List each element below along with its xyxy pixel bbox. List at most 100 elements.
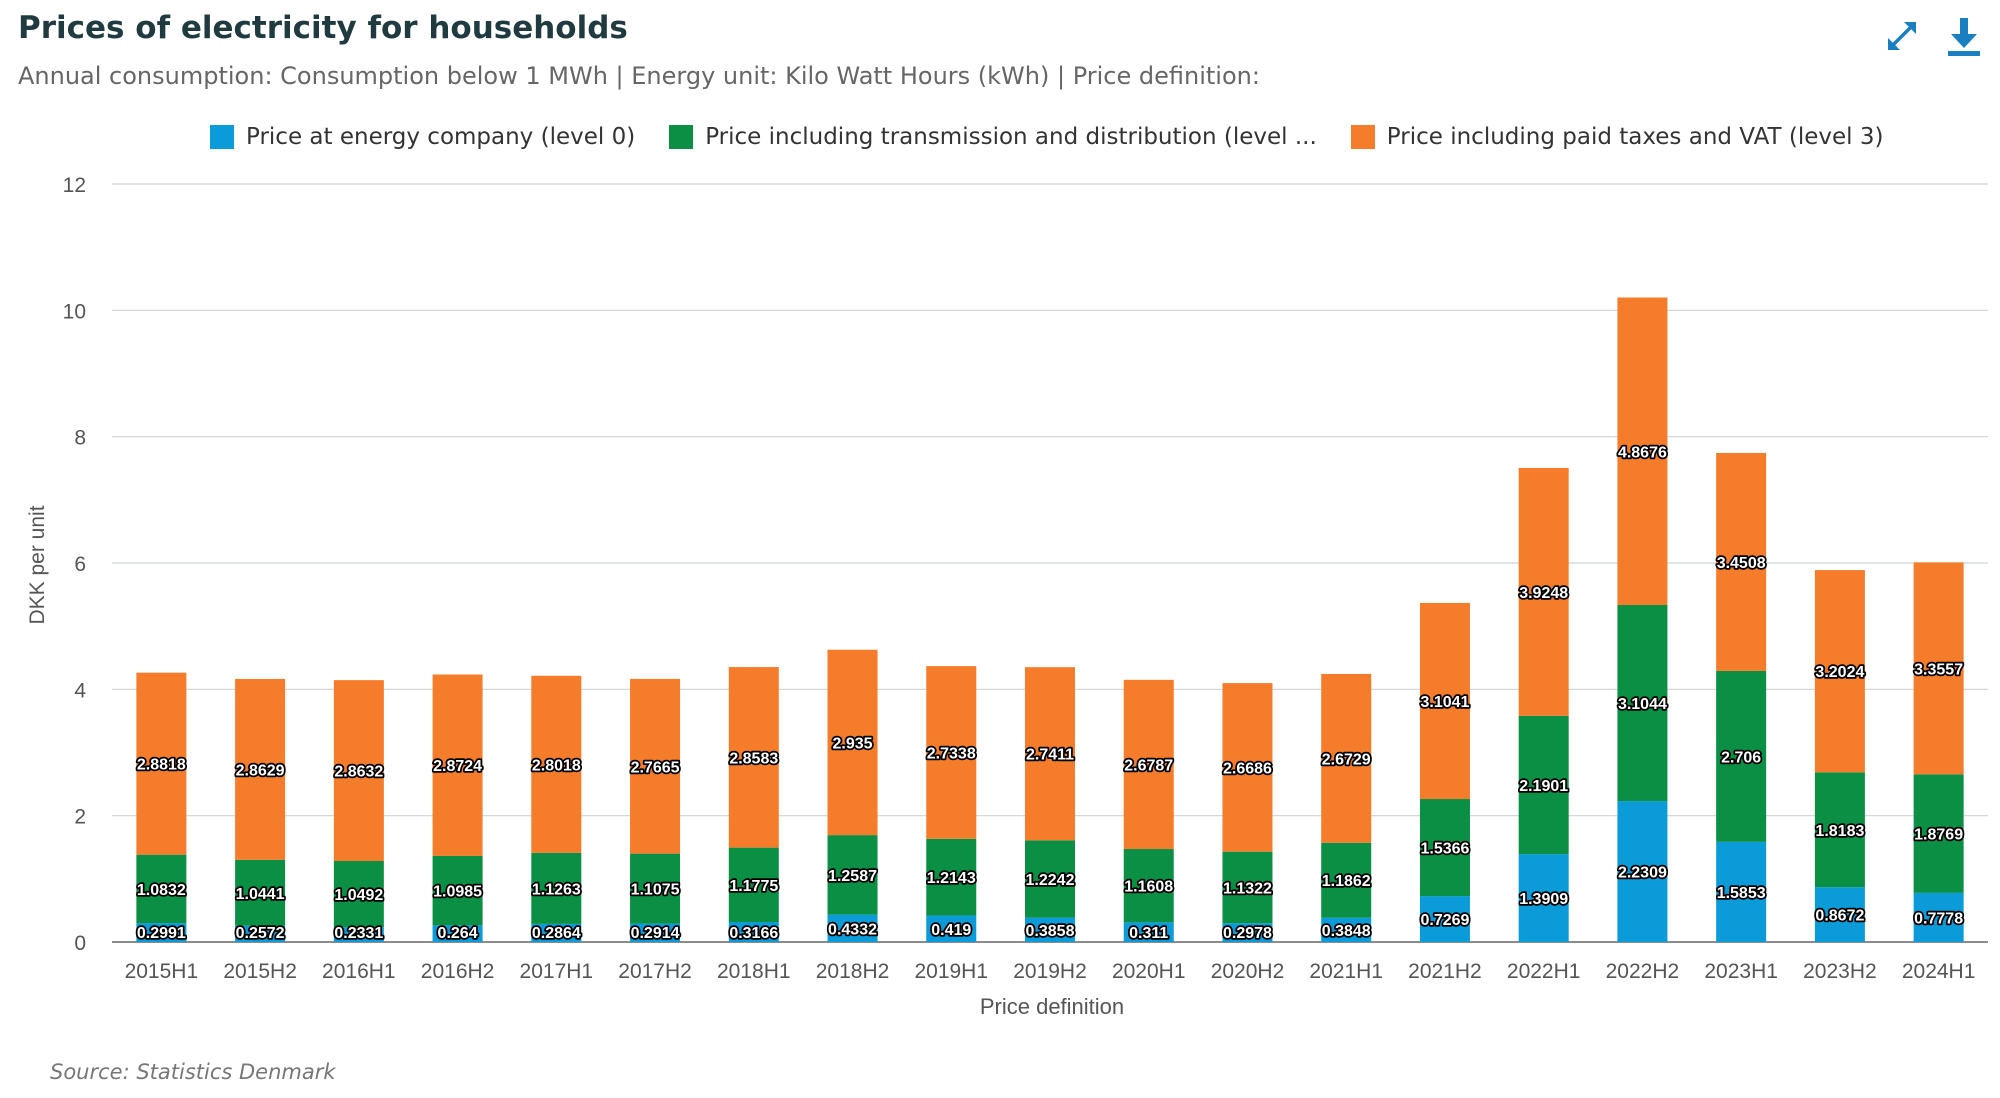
data-label: 3.1044 — [1618, 696, 1667, 713]
bar-segment[interactable] — [531, 675, 582, 853]
stacked-bar-chart: 0 2 4 6 8 10 12 0.2991 1.0832 2.8818 0.2572 1.0441… — [26, 174, 1988, 1019]
x-tick-label: 2023H2 — [1803, 960, 1877, 983]
bar-segment[interactable] — [728, 667, 779, 848]
bar-segment[interactable] — [1123, 922, 1174, 942]
bar-segment[interactable] — [1025, 667, 1075, 841]
bar-segment[interactable] — [1814, 570, 1865, 773]
bar-segment[interactable] — [531, 852, 582, 924]
y-axis-ticks: 0 2 4 6 8 10 12 — [63, 174, 87, 955]
bar-segment[interactable] — [827, 914, 878, 942]
bar-segment[interactable] — [728, 847, 779, 923]
bar-segment[interactable] — [1419, 799, 1470, 897]
bar-segment[interactable] — [136, 672, 187, 855]
data-label: 1.1775 — [729, 878, 778, 895]
bar-segment[interactable] — [1518, 854, 1569, 942]
bar-segment[interactable] — [1913, 774, 1964, 893]
bar-segment[interactable] — [1716, 841, 1767, 942]
legend-item-transmission[interactable]: Price including transmission and distrib… — [669, 124, 1317, 150]
data-label: 0.7778 — [1914, 910, 1963, 927]
data-label: 2.8629 — [236, 762, 285, 779]
bar-segment[interactable] — [1617, 604, 1668, 802]
bar-segment[interactable] — [926, 666, 977, 839]
data-labels: 0.2991 1.0832 2.8818 0.2572 1.0441 2.8629 0.23… — [135, 443, 1965, 944]
data-label: 2.1901 — [1519, 778, 1568, 795]
bar-segment[interactable] — [1123, 849, 1174, 923]
data-label: 2.6729 — [1322, 751, 1371, 768]
bar-segment[interactable] — [1814, 772, 1865, 888]
bars — [136, 297, 1964, 942]
y-tick-label: 0 — [74, 932, 86, 955]
data-label: 1.2587 — [828, 868, 877, 885]
bar-segment[interactable] — [1123, 679, 1174, 850]
download-icon[interactable] — [1942, 14, 1986, 58]
bar-segment[interactable] — [1716, 452, 1767, 671]
data-label: 2.8724 — [433, 758, 482, 775]
data-label: 3.3557 — [1914, 661, 1963, 678]
data-label: 1.0985 — [433, 884, 482, 901]
bar-segment[interactable] — [235, 678, 286, 860]
bar-segment[interactable] — [333, 861, 384, 928]
legend-item-taxes[interactable]: Price including paid taxes and VAT (leve… — [1350, 124, 1883, 150]
bar-segment[interactable] — [1716, 670, 1767, 842]
bar-segment[interactable] — [1814, 887, 1865, 942]
x-tick-label: 2016H1 — [322, 960, 396, 983]
bar-segment[interactable] — [235, 859, 286, 926]
data-label: 1.0441 — [236, 886, 285, 903]
bar-segment[interactable] — [1617, 801, 1668, 942]
bar-segment[interactable] — [630, 923, 681, 942]
bar-segment[interactable] — [531, 923, 582, 942]
chart-title: Prices of electricity for households — [18, 10, 628, 46]
bar-segment[interactable] — [1419, 602, 1470, 800]
bar-segment[interactable] — [728, 922, 779, 942]
y-tick-label: 12 — [63, 174, 86, 197]
bar-segment[interactable] — [827, 649, 878, 836]
bar-segment[interactable] — [1321, 917, 1372, 942]
bar-segment[interactable] — [1222, 851, 1273, 924]
x-tick-label: 2015H1 — [125, 960, 199, 983]
bar-segment[interactable] — [1419, 896, 1470, 942]
bar-segment[interactable] — [136, 923, 187, 942]
data-label: 2.6787 — [1124, 757, 1173, 774]
bar-segment[interactable] — [1518, 467, 1569, 716]
bar-segment[interactable] — [1222, 923, 1273, 942]
x-tick-label: 2019H1 — [914, 960, 988, 983]
data-label: 2.935 — [833, 735, 873, 752]
source-note: Source: Statistics Denmark — [50, 1060, 336, 1084]
bar-segment[interactable] — [926, 838, 977, 916]
bar-segment[interactable] — [333, 927, 384, 942]
bar-segment[interactable] — [1518, 715, 1569, 855]
bar-segment[interactable] — [1913, 892, 1964, 942]
bar-segment[interactable] — [432, 855, 483, 926]
bar-segment[interactable] — [235, 925, 286, 942]
legend-swatch-level-0 — [210, 125, 234, 149]
x-tick-label: 2021H1 — [1309, 960, 1383, 983]
legend-item-level-0[interactable]: Price at energy company (level 0) — [210, 124, 635, 150]
data-label: 4.8676 — [1618, 444, 1667, 461]
data-label: 1.2143 — [927, 870, 976, 887]
bar-segment[interactable] — [630, 853, 681, 924]
x-tick-label: 2017H2 — [618, 960, 692, 983]
bar-segment[interactable] — [333, 680, 384, 862]
bar-segment[interactable] — [1617, 297, 1668, 605]
bar-segment[interactable] — [630, 678, 681, 854]
data-label: 2.8583 — [729, 750, 778, 767]
bar-segment[interactable] — [1321, 673, 1372, 843]
data-label: 1.2242 — [1026, 872, 1075, 889]
bar-segment[interactable] — [1025, 917, 1075, 942]
chart-legend: Price at energy company (level 0) Price … — [210, 124, 1883, 150]
bar-segment[interactable] — [432, 925, 483, 942]
data-label: 1.8769 — [1914, 827, 1963, 844]
bar-segment[interactable] — [1913, 562, 1964, 775]
bar-segment[interactable] — [1321, 842, 1372, 918]
bar-segment[interactable] — [1222, 683, 1273, 852]
bar-segment[interactable] — [136, 854, 187, 924]
bar-segment[interactable] — [432, 674, 483, 856]
data-label: 0.419 — [931, 922, 971, 939]
x-tick-label: 2016H2 — [421, 960, 495, 983]
bar-segment[interactable] — [1025, 840, 1075, 918]
x-tick-label: 2022H1 — [1507, 960, 1581, 983]
data-label: 1.5853 — [1717, 885, 1766, 902]
expand-icon[interactable] — [1880, 14, 1924, 58]
bar-segment[interactable] — [926, 915, 977, 942]
bar-segment[interactable] — [827, 835, 878, 915]
